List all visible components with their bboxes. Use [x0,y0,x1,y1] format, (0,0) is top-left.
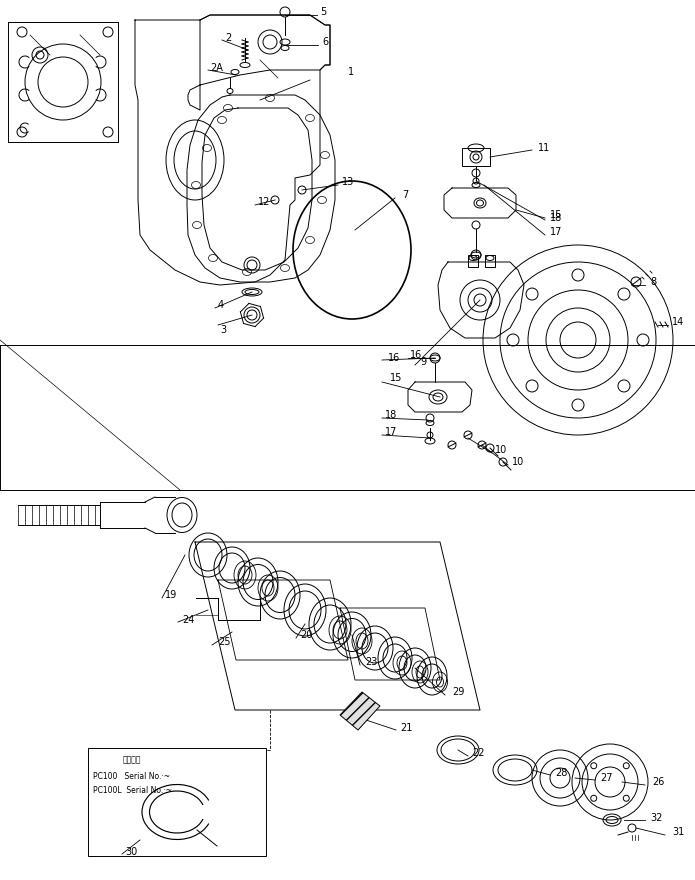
Text: 9: 9 [420,357,426,367]
Text: 32: 32 [650,813,662,823]
Text: PC100L  Serial No.·~: PC100L Serial No.·~ [93,786,172,795]
Text: 2: 2 [225,33,231,43]
Text: 24: 24 [182,615,195,625]
Text: PC100   Serial No.·~: PC100 Serial No.·~ [93,772,170,781]
Text: 29: 29 [452,687,464,697]
Text: 2A: 2A [210,63,223,73]
Text: 23: 23 [365,657,377,667]
Text: 30: 30 [125,847,137,857]
Text: 31: 31 [672,827,685,837]
Text: 13: 13 [342,177,354,187]
Bar [468,255,478,267]
Text: 19: 19 [165,590,177,600]
Bar [8,22,118,142]
Text: 8: 8 [650,277,656,287]
Text: 通用号旋: 通用号旋 [123,756,142,765]
Text: 1: 1 [348,67,354,77]
Text: 11: 11 [538,143,550,153]
Text: 7: 7 [402,190,408,200]
Text: 4: 4 [218,300,224,310]
Text: 15: 15 [390,373,402,383]
Text: 10: 10 [495,445,507,455]
Text: 3: 3 [220,325,226,335]
Text: 18: 18 [550,213,562,223]
Text: 5: 5 [320,7,326,17]
Text: 26: 26 [652,777,664,787]
Text: 16: 16 [388,353,400,363]
Text: 20: 20 [300,630,312,640]
Bar [485,255,495,267]
Bar [462,148,490,166]
Text: 18: 18 [385,410,398,420]
Text: 25: 25 [218,637,231,647]
Text: 27: 27 [600,773,612,783]
Text: 17: 17 [550,227,562,237]
Bar [88,748,266,856]
Text: 22: 22 [472,748,484,758]
Text: 14: 14 [672,317,685,327]
Text: 12: 12 [258,197,270,207]
Text: 10: 10 [512,457,524,467]
Text: 6: 6 [322,37,328,47]
Text: 21: 21 [400,723,412,733]
Text: 17: 17 [385,427,398,437]
Text: 28: 28 [555,768,567,778]
Polygon shape [340,692,380,730]
Text: 16: 16 [410,350,423,360]
Text: 15: 15 [550,210,562,220]
